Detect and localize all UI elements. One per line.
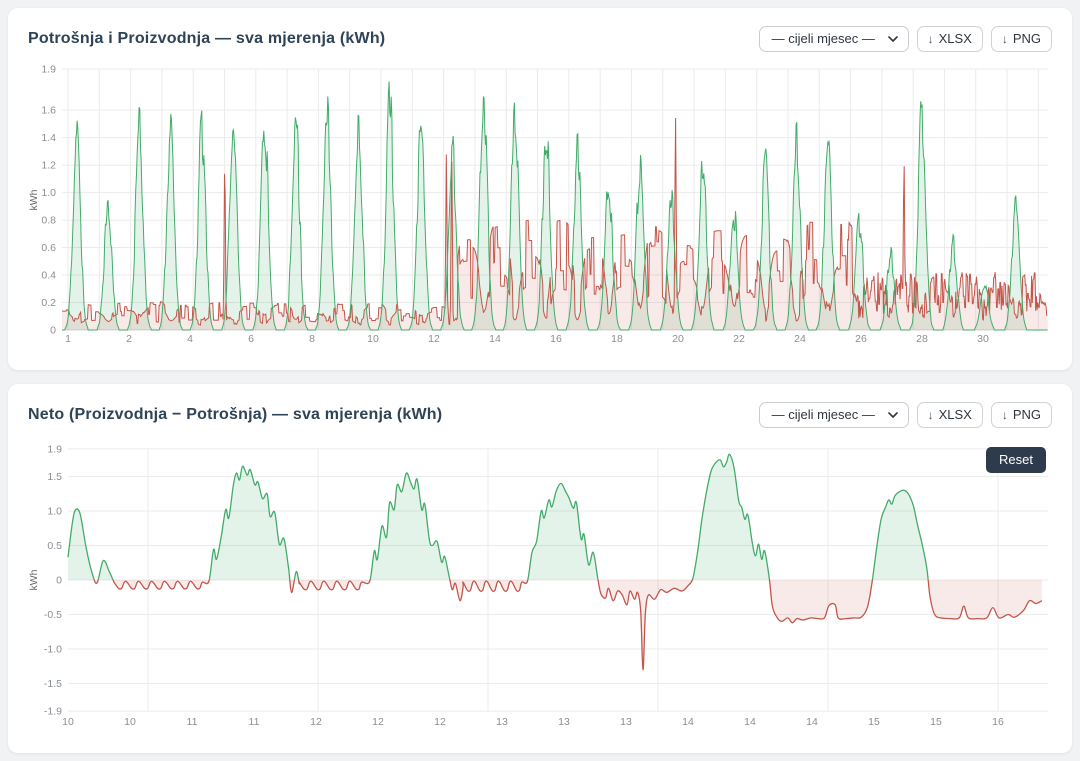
reset-zoom-button[interactable]: Reset xyxy=(986,447,1046,473)
download-png-label: PNG xyxy=(1012,31,1041,46)
svg-text:1.6: 1.6 xyxy=(41,105,56,117)
panel-2-header: Neto (Proizvodnja − Potrošnja) — sva mje… xyxy=(28,400,1052,430)
svg-text:0.2: 0.2 xyxy=(41,297,56,309)
svg-text:12: 12 xyxy=(372,716,384,728)
period-select[interactable]: — cijeli mjesec — xyxy=(758,26,909,52)
download-icon: ↓ xyxy=(927,407,934,422)
download-png-label: PNG xyxy=(1012,407,1041,422)
panel-1-header: Potrošnja i Proizvodnja — sva mjerenja (… xyxy=(28,24,1052,54)
svg-text:14: 14 xyxy=(489,333,501,345)
consumption-production-chart[interactable]: 1.91.61.41.21.00.80.60.40.201 2 4 6 8 10 12 14 1… xyxy=(28,56,1052,348)
svg-text:13: 13 xyxy=(496,716,508,728)
download-png-button[interactable]: ↓ PNG xyxy=(990,402,1052,428)
period-select-value: — cijeli mjesec — xyxy=(771,31,875,46)
svg-text:16: 16 xyxy=(992,716,1004,728)
svg-text:12: 12 xyxy=(434,716,446,728)
svg-text:10: 10 xyxy=(62,716,74,728)
svg-text:kWh: kWh xyxy=(28,189,40,210)
svg-text:30: 30 xyxy=(977,333,989,345)
svg-text:1.4: 1.4 xyxy=(41,132,56,144)
svg-text:12: 12 xyxy=(310,716,322,728)
svg-text:16: 16 xyxy=(550,333,562,345)
svg-text:10: 10 xyxy=(124,716,136,728)
svg-text:14: 14 xyxy=(744,716,756,728)
chevron-down-icon xyxy=(887,411,898,418)
svg-text:13: 13 xyxy=(620,716,632,728)
download-xlsx-button[interactable]: ↓ XLSX xyxy=(916,402,983,428)
svg-text:11: 11 xyxy=(249,716,260,728)
svg-text:1.0: 1.0 xyxy=(47,506,62,518)
panel-1-controls: — cijeli mjesec — ↓ XLSX ↓ PNG xyxy=(758,26,1052,52)
svg-text:4: 4 xyxy=(187,333,193,345)
svg-text:12: 12 xyxy=(428,333,440,345)
svg-text:28: 28 xyxy=(916,333,928,345)
download-xlsx-label: XLSX xyxy=(938,31,972,46)
panel-2-title: Neto (Proizvodnja − Potrošnja) — sva mje… xyxy=(28,406,443,423)
svg-text:0: 0 xyxy=(50,325,56,337)
svg-text:1.2: 1.2 xyxy=(41,160,56,172)
download-icon: ↓ xyxy=(927,31,934,46)
svg-text:24: 24 xyxy=(794,333,806,345)
panel-net: Neto (Proizvodnja − Potrošnja) — sva mje… xyxy=(8,384,1072,753)
svg-text:22: 22 xyxy=(733,333,745,345)
svg-text:10: 10 xyxy=(367,333,379,345)
svg-text:14: 14 xyxy=(806,716,818,728)
panel-1-title: Potrošnja i Proizvodnja — sva mjerenja (… xyxy=(28,30,386,47)
download-png-button[interactable]: ↓ PNG xyxy=(990,26,1052,52)
svg-text:1: 1 xyxy=(65,333,71,345)
period-select[interactable]: — cijeli mjesec — xyxy=(758,402,909,428)
svg-text:13: 13 xyxy=(558,716,570,728)
svg-text:15: 15 xyxy=(930,716,942,728)
download-xlsx-label: XLSX xyxy=(938,407,972,422)
svg-text:2: 2 xyxy=(126,333,132,345)
svg-text:kWh: kWh xyxy=(28,569,40,590)
panel-consumption-production: Potrošnja i Proizvodnja — sva mjerenja (… xyxy=(8,8,1072,370)
svg-text:1.9: 1.9 xyxy=(47,443,62,455)
svg-text:0.4: 0.4 xyxy=(41,270,56,282)
svg-text:8: 8 xyxy=(309,333,315,345)
svg-text:14: 14 xyxy=(682,716,694,728)
svg-text:1.9: 1.9 xyxy=(41,63,56,75)
svg-text:0.6: 0.6 xyxy=(41,242,56,254)
svg-text:18: 18 xyxy=(611,333,623,345)
chevron-down-icon xyxy=(887,35,898,42)
svg-text:6: 6 xyxy=(248,333,254,345)
svg-text:-1.9: -1.9 xyxy=(44,706,62,718)
svg-text:15: 15 xyxy=(868,716,880,728)
svg-text:1.5: 1.5 xyxy=(47,471,62,483)
period-select-value: — cijeli mjesec — xyxy=(771,407,875,422)
svg-text:11: 11 xyxy=(187,716,198,728)
svg-text:-1.0: -1.0 xyxy=(44,644,62,656)
download-xlsx-button[interactable]: ↓ XLSX xyxy=(916,26,983,52)
download-icon: ↓ xyxy=(1001,407,1008,422)
download-icon: ↓ xyxy=(1001,31,1008,46)
svg-text:20: 20 xyxy=(672,333,684,345)
svg-text:1.0: 1.0 xyxy=(41,187,56,199)
svg-text:0.8: 0.8 xyxy=(41,215,56,227)
svg-text:0.5: 0.5 xyxy=(47,540,62,552)
svg-text:26: 26 xyxy=(855,333,867,345)
panel-2-controls: — cijeli mjesec — ↓ XLSX ↓ PNG xyxy=(758,402,1052,428)
net-chart[interactable]: 1.91.51.00.50-0.5-1.0-1.5-1.910 10 11 11 12 1… xyxy=(28,432,1052,732)
svg-text:0: 0 xyxy=(56,575,62,587)
svg-text:-0.5: -0.5 xyxy=(44,609,62,621)
svg-text:-1.5: -1.5 xyxy=(44,678,62,690)
